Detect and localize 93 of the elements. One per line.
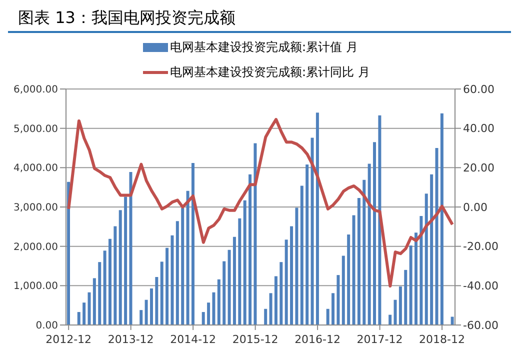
bar — [424, 194, 428, 325]
bar — [124, 196, 128, 325]
bar — [248, 174, 252, 325]
y2-tick-label: 40.00 — [463, 122, 494, 136]
bar — [368, 164, 371, 325]
bar — [306, 164, 309, 325]
bar — [264, 308, 268, 325]
bar — [352, 215, 356, 325]
bar — [98, 262, 102, 325]
bar — [420, 216, 423, 325]
y-tick-label: 1,000.00 — [13, 281, 58, 292]
y2-tick-label: 0.00 — [463, 200, 488, 214]
bar — [217, 279, 220, 325]
bar — [404, 270, 408, 325]
bar — [357, 198, 360, 325]
x-tick-label: 2012-12 — [46, 333, 92, 346]
x-tick-label: 2017-12 — [356, 333, 403, 346]
bar — [280, 262, 283, 325]
bar — [347, 234, 350, 325]
bar — [409, 246, 412, 325]
y2-tick-label: -20.00 — [463, 240, 498, 254]
bar — [222, 261, 226, 325]
bar — [373, 142, 376, 325]
bar — [155, 277, 158, 325]
x-tick-label: 2014-12 — [170, 333, 216, 346]
bar — [160, 262, 164, 325]
bar — [88, 292, 91, 325]
bar — [336, 275, 340, 325]
bar — [129, 172, 132, 325]
y-tick-label: 2,000.00 — [13, 242, 58, 253]
bar — [212, 292, 216, 325]
bar — [274, 276, 278, 325]
legend-label: 电网基本建设投资完成额:累计同比 月 — [170, 64, 370, 81]
bar — [450, 316, 454, 325]
bar — [342, 256, 345, 325]
bar — [114, 226, 117, 325]
bar — [207, 302, 210, 325]
bar — [191, 162, 194, 325]
y-tick-label: 3,000.00 — [13, 202, 58, 214]
bar — [362, 180, 366, 325]
bar — [103, 250, 106, 325]
bar — [77, 312, 80, 325]
bar — [326, 308, 330, 325]
y-tick-label: 6,000.00 — [13, 84, 58, 96]
bar — [284, 240, 288, 325]
bar — [144, 300, 148, 325]
y2-tick-label: -60.00 — [463, 318, 498, 332]
y2-tick-label: 20.00 — [463, 162, 494, 175]
y-tick-label: 0.00 — [36, 320, 58, 332]
bar — [92, 278, 96, 325]
bar — [176, 221, 179, 325]
bar — [414, 232, 418, 325]
x-tick-label: 2013-12 — [108, 333, 154, 346]
bar — [228, 250, 231, 325]
bar — [332, 293, 335, 325]
bar — [254, 143, 257, 325]
bar — [295, 208, 298, 325]
bar — [82, 302, 86, 325]
bar — [140, 310, 143, 325]
legend-label: 电网基本建设投资完成额:累计值 月 — [170, 39, 358, 56]
bar — [166, 248, 169, 325]
line-series — [67, 118, 454, 288]
bar — [435, 148, 438, 325]
bar — [67, 182, 70, 325]
bar — [170, 235, 174, 325]
bar — [398, 286, 402, 325]
bar — [290, 226, 294, 325]
bar — [269, 293, 272, 325]
bar — [440, 113, 444, 325]
bar — [316, 112, 319, 325]
bar — [232, 236, 236, 325]
x-tick-label: 2016-12 — [294, 333, 341, 346]
bar — [118, 210, 122, 325]
bar — [108, 238, 112, 325]
x-tick-label: 2015-12 — [232, 333, 278, 346]
bar — [310, 138, 314, 325]
x-tick-label: 2018-12 — [419, 333, 466, 346]
y2-tick-label: 60.00 — [463, 82, 494, 96]
bar — [186, 190, 190, 325]
bar — [238, 218, 242, 325]
bar — [394, 300, 397, 325]
y2-tick-label: -40.00 — [463, 280, 498, 293]
bar — [243, 200, 246, 325]
bar — [150, 288, 153, 325]
bar — [181, 208, 184, 325]
chart-title: 图表 13：我国电网投资完成额 — [8, 8, 511, 33]
y-tick-label: 5,000.00 — [13, 124, 58, 135]
bar — [300, 186, 304, 325]
bar — [430, 174, 434, 325]
y-tick-label: 4,000.00 — [13, 163, 58, 174]
bar — [202, 312, 205, 325]
bar — [378, 115, 382, 325]
bar — [388, 314, 392, 325]
